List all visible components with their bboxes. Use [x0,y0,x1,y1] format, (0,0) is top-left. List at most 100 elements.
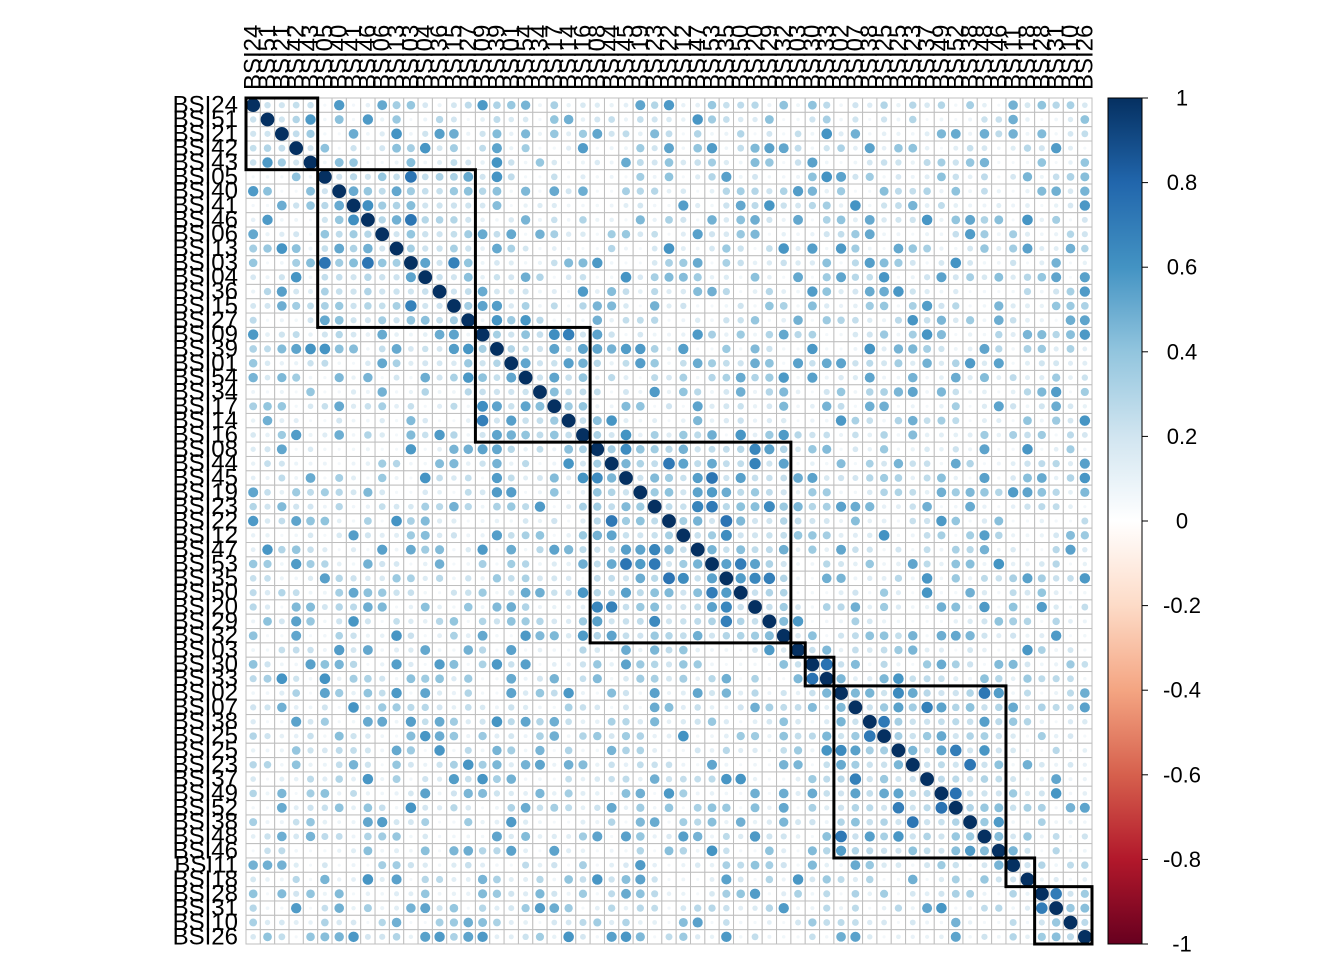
correlation-dot [437,403,443,409]
correlation-dot [980,244,989,253]
correlation-dot [894,143,903,153]
correlation-dot [551,159,558,166]
correlation-dot [566,131,572,137]
correlation-dot [592,416,602,426]
correlation-dot [265,261,270,265]
correlation-dot [864,214,875,225]
correlation-dot [707,430,717,440]
correlation-dot [1011,289,1015,294]
correlation-dot [695,174,701,180]
correlation-dot [852,217,858,223]
correlation-dot [523,447,528,452]
correlation-dot [366,160,370,165]
correlation-dot [722,445,730,453]
correlation-dot [636,116,644,123]
correlation-dot [852,331,859,338]
correlation-dot [1066,330,1075,340]
correlation-dot [307,302,314,310]
correlation-dot [681,146,686,150]
correlation-dot [509,146,514,151]
correlation-dot [610,390,614,394]
correlation-dot [538,289,542,294]
correlation-dot [1079,415,1091,426]
correlation-dot [796,174,801,179]
correlation-dot [393,274,400,281]
correlation-dot [378,201,387,210]
correlation-dot [824,418,829,423]
correlation-dot [465,461,471,466]
correlation-dot [681,102,686,108]
correlation-dot [795,260,801,266]
correlation-dot [609,404,614,409]
correlation-dot [408,332,413,337]
correlation-dot [1023,144,1032,152]
correlation-dot [592,315,603,326]
correlation-dot [780,202,787,209]
correlation-dot [350,317,357,324]
correlation-dot [422,231,429,238]
correlation-dot [363,243,373,254]
correlation-dot [967,432,973,438]
correlation-dot [561,413,576,428]
correlation-dot [1039,217,1045,223]
correlation-dot [637,289,643,294]
correlation-dot [593,359,602,367]
correlation-dot [409,131,413,136]
correlation-dot [279,361,285,366]
correlation-dot [867,432,873,438]
correlation-dot [249,159,257,166]
correlation-dot [938,432,944,438]
correlation-dot [506,430,517,440]
correlation-dot [263,287,272,296]
correlation-dot [1083,146,1087,150]
correlation-dot [1068,390,1073,394]
correlation-dot [723,403,730,410]
correlation-dot [334,344,344,354]
correlation-dot [1079,329,1091,340]
correlation-dot [994,215,1004,225]
correlation-dot [1081,231,1088,238]
correlation-dot [246,98,261,113]
correlation-dot [350,302,357,310]
correlation-dot [710,318,714,323]
correlation-dot [864,286,875,297]
correlation-dot [752,404,758,409]
correlation-dot [322,432,328,438]
correlation-dot [995,130,1003,138]
correlation-dot [321,359,329,367]
correlation-dot [694,388,702,396]
correlation-dot [621,187,630,196]
correlation-dot [595,203,600,208]
correlation-dot [637,231,644,238]
correlation-dot [750,143,760,153]
correlation-dot [693,287,703,297]
correlation-dot [1068,145,1073,151]
correlation-dot [1067,116,1074,123]
correlation-dot [277,372,287,383]
correlation-dot [939,246,944,251]
correlation-dot [979,129,990,139]
correlation-dot [694,431,702,439]
correlation-dot [1009,430,1018,439]
correlation-dot [578,373,588,382]
correlation-dot [1011,203,1016,208]
correlation-dot [781,217,786,222]
correlation-dot [666,374,672,381]
correlation-dot [810,461,815,466]
correlation-dot [993,358,1004,369]
correlation-dot [265,232,270,237]
correlation-dot [550,302,558,310]
correlation-dot [867,317,873,323]
correlation-dot [466,433,471,437]
correlation-dot [463,258,473,268]
correlation-dot [722,359,730,367]
correlation-dot [1080,387,1089,397]
correlation-dot [896,447,901,452]
correlation-dot [723,274,730,280]
correlation-dot [493,116,501,124]
correlation-dot [738,160,743,165]
correlation-dot [307,360,314,367]
correlation-dot [823,101,831,109]
correlation-dot [850,200,861,211]
correlation-dot [263,186,272,196]
